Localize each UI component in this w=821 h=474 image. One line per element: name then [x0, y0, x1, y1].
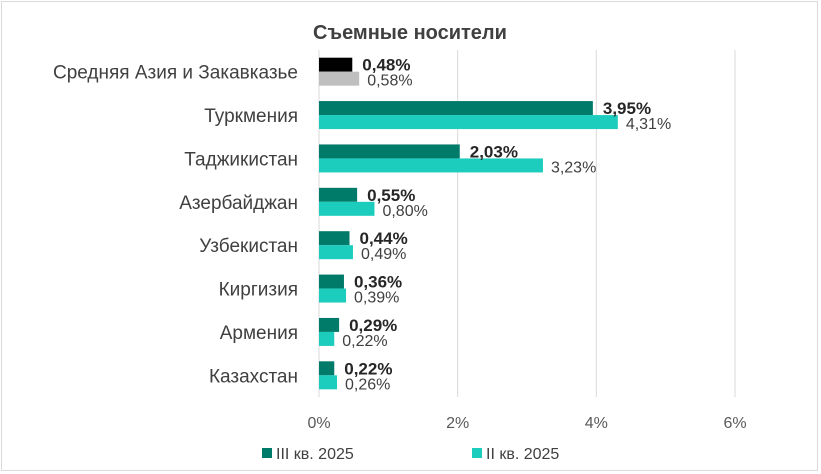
bar-q2: [319, 375, 338, 390]
bar-q3: [319, 274, 344, 289]
bar-q2: [319, 115, 618, 130]
data-label-q3: 0,22%: [344, 359, 392, 378]
bar-q2: [319, 245, 353, 260]
data-label-q2: 0,58%: [367, 73, 412, 90]
data-label-q3: 2,03%: [470, 142, 518, 161]
legend-label: II кв. 2025: [486, 446, 559, 463]
bars: [319, 57, 618, 390]
x-tick-label: 4%: [585, 415, 608, 432]
bar-q3: [319, 57, 353, 72]
bar-q3: [319, 361, 335, 376]
legend-swatch: [472, 448, 482, 458]
x-tick-label: 6%: [723, 415, 746, 432]
bar-q3: [319, 187, 358, 202]
data-label-q2: 0,80%: [382, 203, 427, 220]
bar-q2: [319, 201, 375, 216]
chart-title: Съемные носители: [313, 22, 507, 44]
bar-q2: [319, 288, 347, 303]
category-label: Азербайджан: [179, 193, 298, 214]
legend-swatch: [262, 448, 272, 458]
x-tick-label: 2%: [446, 415, 469, 432]
data-label-q3: 0,44%: [360, 229, 408, 248]
data-label-q2: 0,26%: [345, 376, 390, 393]
data-label-q3: 0,55%: [367, 186, 415, 205]
data-labels: 0,48%0,58% 3,95%4,31% 2,03% 3,23% 0,55%0,80%…: [342, 56, 671, 394]
data-label-q2: 4,31%: [626, 116, 671, 133]
category-label: Казахстан: [209, 366, 298, 387]
data-label-q2: 0,39%: [354, 290, 399, 307]
data-label-q2: 0,49%: [361, 246, 406, 263]
x-axis-ticks: 0% 2% 4% 6%: [307, 415, 746, 432]
bar-q3: [319, 231, 350, 246]
bar-q3: [319, 144, 460, 159]
category-labels: Средняя Азия и Закавказье Туркмения Таджик…: [53, 63, 298, 388]
data-label-q2: 0,22%: [342, 333, 387, 350]
data-label-q3: 0,36%: [354, 273, 402, 292]
legend: III кв. 2025 II кв. 2025: [262, 446, 559, 463]
category-label: Туркмения: [204, 106, 298, 127]
bar-q3: [319, 317, 340, 332]
bar-q3: [319, 101, 593, 116]
data-label-q3: 0,29%: [349, 316, 397, 335]
data-label-q3: 0,48%: [362, 56, 410, 75]
category-label: Армения: [220, 323, 298, 344]
category-label: Средняя Азия и Закавказье: [53, 63, 298, 84]
data-label-q2: 3,23%: [551, 159, 596, 176]
bar-q2: [319, 71, 360, 86]
bar-q2: [319, 331, 335, 346]
x-tick-label: 0%: [307, 415, 330, 432]
category-label: Таджикистан: [184, 149, 298, 170]
legend-label: III кв. 2025: [276, 446, 354, 463]
category-label: Киргизия: [219, 280, 298, 301]
bar-q2: [319, 158, 543, 173]
data-label-q3: 3,95%: [603, 99, 651, 118]
category-label: Узбекистан: [199, 236, 298, 257]
